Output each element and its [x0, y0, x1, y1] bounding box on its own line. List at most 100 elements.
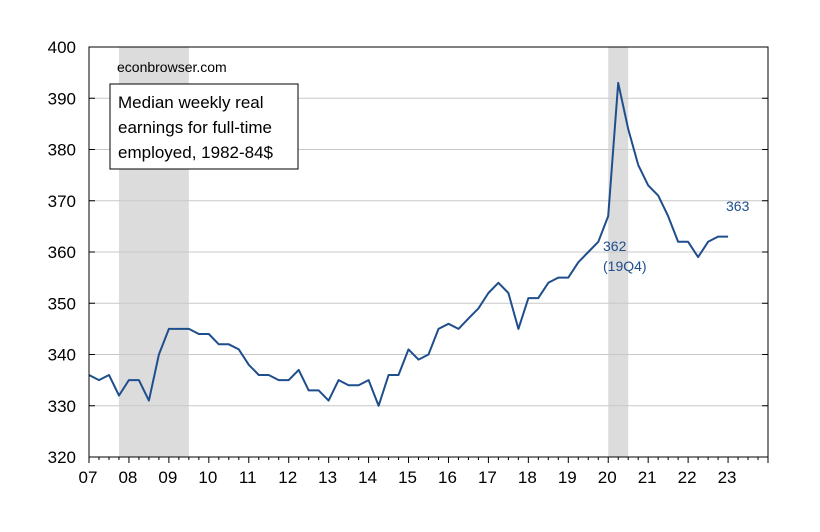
data-point	[557, 276, 560, 279]
data-point	[237, 348, 240, 351]
data-point	[427, 353, 430, 356]
data-point	[587, 251, 590, 254]
series-layer	[88, 81, 730, 407]
data-point	[687, 240, 690, 243]
data-point	[627, 128, 630, 131]
data-point	[127, 379, 130, 382]
data-point	[317, 389, 320, 392]
data-point	[137, 379, 140, 382]
data-point	[277, 379, 280, 382]
data-point	[677, 240, 680, 243]
data-point	[527, 297, 530, 300]
x-tick-label: 18	[518, 468, 537, 487]
data-point	[537, 297, 540, 300]
x-axis: 07 08 09 10 11 12 13 14 15 16 17 18 19 20 21 22 23	[79, 457, 769, 487]
data-point	[297, 368, 300, 371]
data-point	[377, 404, 380, 407]
data-point	[667, 215, 670, 218]
x-tick-label: 17	[478, 468, 497, 487]
x-tick-label: 20	[598, 468, 617, 487]
data-point	[347, 384, 350, 387]
data-point	[327, 399, 330, 402]
data-point	[567, 276, 570, 279]
data-point	[497, 281, 500, 284]
data-point	[187, 327, 190, 330]
data-point	[647, 184, 650, 187]
y-tick-label: 350	[48, 294, 76, 313]
data-point	[437, 327, 440, 330]
data-point	[547, 281, 550, 284]
data-point	[657, 194, 660, 197]
x-tick-label: 12	[278, 468, 297, 487]
data-point	[287, 379, 290, 382]
y-tick-label: 380	[48, 141, 76, 160]
data-point	[257, 374, 260, 377]
data-point	[597, 240, 600, 243]
data-point	[387, 374, 390, 377]
x-tick-label: 15	[398, 468, 417, 487]
data-point	[117, 394, 120, 397]
source-label: econbrowser.com	[117, 59, 227, 75]
x-tick-label: 08	[118, 468, 137, 487]
y-tick-label: 330	[48, 397, 76, 416]
data-point	[147, 399, 150, 402]
data-point	[107, 374, 110, 377]
data-point	[467, 317, 470, 320]
data-point	[207, 333, 210, 336]
annotation-19q4: (19Q4)	[603, 258, 647, 274]
y-tick-label: 360	[48, 243, 76, 262]
x-tick-label: 19	[558, 468, 577, 487]
legend-box: Median weekly real earnings for full-tim…	[109, 83, 299, 170]
x-tick-label: 21	[638, 468, 657, 487]
data-point	[407, 348, 410, 351]
x-tick-label: 16	[438, 468, 457, 487]
x-tick-label: 22	[678, 468, 697, 487]
x-tick-label: 14	[358, 468, 377, 487]
y-tick-label: 370	[48, 192, 76, 211]
y-tick-label: 400	[48, 38, 76, 57]
y-axis: 320 330 340 350 360 370 380 390 400	[48, 38, 768, 467]
data-point	[337, 379, 340, 382]
data-point	[507, 292, 510, 295]
data-point	[577, 261, 580, 264]
data-point	[487, 292, 490, 295]
data-point	[217, 343, 220, 346]
data-point	[417, 358, 420, 361]
data-point	[227, 343, 230, 346]
data-point	[517, 327, 520, 330]
legend-line-1: Median weekly real	[118, 93, 264, 112]
data-point	[357, 384, 360, 387]
data-point	[167, 327, 170, 330]
data-point	[267, 374, 270, 377]
y-tick-label: 320	[48, 448, 76, 467]
annotation-363: 363	[726, 198, 750, 214]
data-point	[177, 327, 180, 330]
data-point	[197, 333, 200, 336]
legend-line-2: earnings for full-time	[118, 118, 272, 137]
data-point	[447, 322, 450, 325]
x-tick-label: 09	[158, 468, 177, 487]
data-point	[617, 81, 620, 84]
data-point	[607, 215, 610, 218]
x-tick-label: 10	[198, 468, 217, 487]
data-point	[157, 353, 160, 356]
data-point	[307, 389, 310, 392]
data-point	[457, 327, 460, 330]
legend-frame	[109, 83, 299, 170]
data-point	[367, 379, 370, 382]
annotation-362: 362	[603, 238, 627, 254]
x-tick-label: 11	[239, 468, 257, 487]
data-point	[477, 307, 480, 310]
data-point	[727, 235, 730, 238]
y-tick-label: 390	[48, 89, 76, 108]
x-tick-label: 07	[79, 468, 98, 487]
data-point	[717, 235, 720, 238]
data-point	[707, 240, 710, 243]
data-point	[97, 379, 100, 382]
data-point	[697, 256, 700, 259]
series-line-1	[88, 81, 729, 407]
data-point	[637, 163, 640, 166]
legend-line-3: employed, 1982-84$	[118, 143, 274, 162]
x-tick-label: 13	[318, 468, 337, 487]
